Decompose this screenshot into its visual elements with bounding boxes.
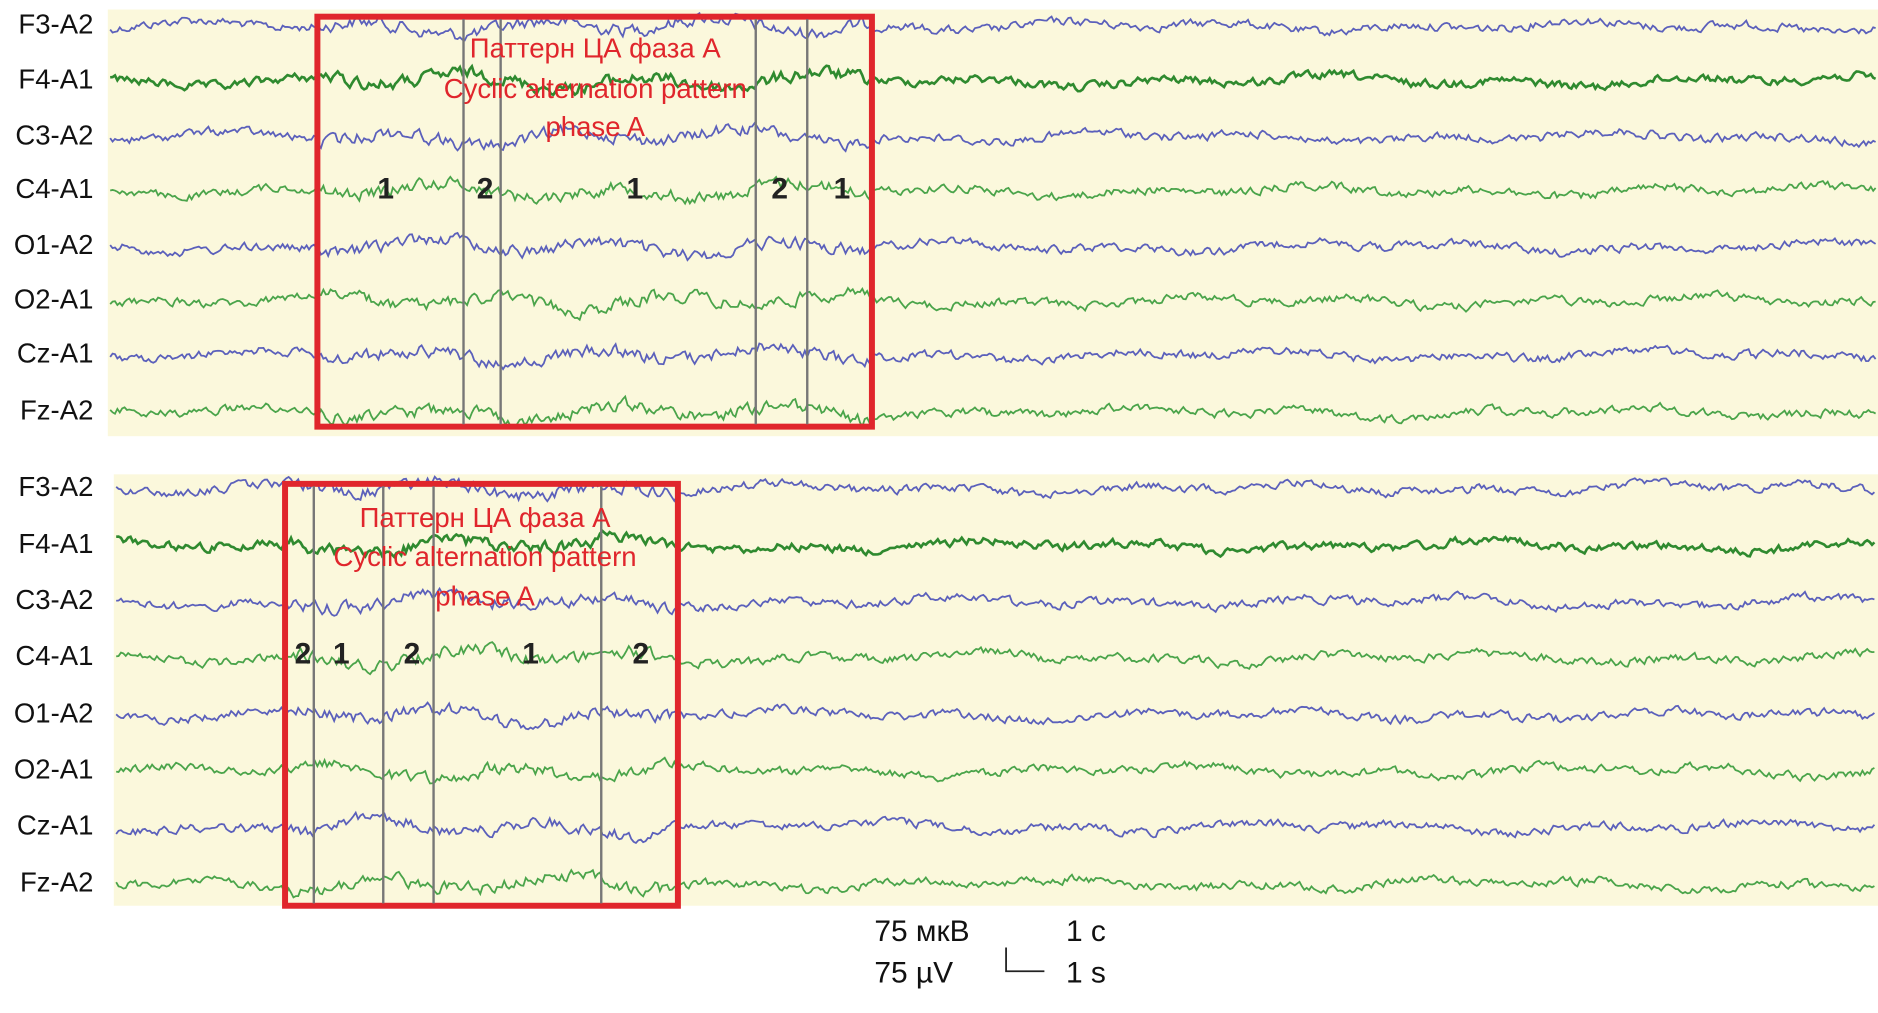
pattern-annotation: phase A bbox=[545, 111, 645, 142]
channel-label: C3-A2 bbox=[15, 119, 93, 150]
channel-label: C4-A1 bbox=[15, 640, 93, 671]
channel-label: F3-A2 bbox=[18, 9, 93, 40]
eeg-trace bbox=[115, 701, 1875, 731]
scale-time: 1 s bbox=[1066, 957, 1106, 990]
scale-amplitude: 75 мкВ bbox=[874, 915, 969, 948]
eeg-trace bbox=[109, 394, 1877, 429]
channel-label: O1-A2 bbox=[14, 697, 94, 728]
eeg-trace bbox=[109, 121, 1876, 153]
eeg-trace bbox=[116, 641, 1875, 676]
pattern-box bbox=[314, 13, 875, 430]
pattern-annotation: phase A bbox=[435, 581, 535, 612]
channel-label: Cz-A1 bbox=[17, 337, 94, 368]
channel-label: Fz-A2 bbox=[20, 395, 93, 426]
eeg-trace bbox=[109, 11, 1876, 42]
channel-label: Cz-A1 bbox=[17, 809, 94, 840]
pattern-annotation: Cyclic alternation pattern bbox=[334, 541, 637, 572]
phase-label: 2 bbox=[632, 637, 649, 670]
eeg-trace bbox=[116, 586, 1875, 617]
phase-label: 2 bbox=[771, 173, 788, 206]
channel-label: F4-A1 bbox=[18, 528, 93, 559]
pattern-annotation: Cyclic alternation pattern bbox=[444, 73, 747, 104]
eeg-trace bbox=[116, 756, 1875, 785]
eeg-trace bbox=[110, 63, 1877, 97]
eeg-trace bbox=[109, 342, 1877, 371]
phase-label: 2 bbox=[295, 637, 312, 670]
channel-label: C4-A1 bbox=[15, 173, 93, 204]
eeg-trace bbox=[110, 175, 1877, 206]
pattern-annotation: Паттерн ЦА фаза А bbox=[360, 502, 612, 533]
scale-time: 1 с bbox=[1066, 915, 1106, 948]
scale-amplitude: 75 µV bbox=[874, 957, 953, 990]
panel-background bbox=[107, 9, 1878, 437]
channel-label: O2-A1 bbox=[14, 753, 94, 784]
scale-bar bbox=[1005, 947, 1045, 973]
phase-label: 1 bbox=[333, 637, 350, 670]
phase-label: 2 bbox=[404, 637, 421, 670]
pattern-annotation: Паттерн ЦА фаза А bbox=[470, 32, 722, 63]
channel-label: O2-A1 bbox=[14, 284, 94, 315]
eeg-trace bbox=[116, 529, 1876, 559]
channel-label: Fz-A2 bbox=[20, 867, 93, 898]
eeg-trace bbox=[109, 231, 1877, 262]
pattern-box bbox=[282, 480, 681, 909]
phase-label: 1 bbox=[626, 173, 643, 206]
phase-label: 1 bbox=[834, 173, 851, 206]
channel-label: O1-A2 bbox=[14, 229, 94, 260]
channel-label: F3-A2 bbox=[18, 471, 93, 502]
phase-label: 1 bbox=[377, 173, 394, 206]
eeg-trace bbox=[115, 810, 1876, 845]
phase-label: 2 bbox=[477, 173, 494, 206]
eeg-trace bbox=[109, 286, 1876, 322]
channel-label: F4-A1 bbox=[18, 63, 93, 94]
channel-label: C3-A2 bbox=[15, 584, 93, 615]
phase-label: 1 bbox=[522, 637, 539, 670]
eeg-trace bbox=[115, 868, 1875, 899]
